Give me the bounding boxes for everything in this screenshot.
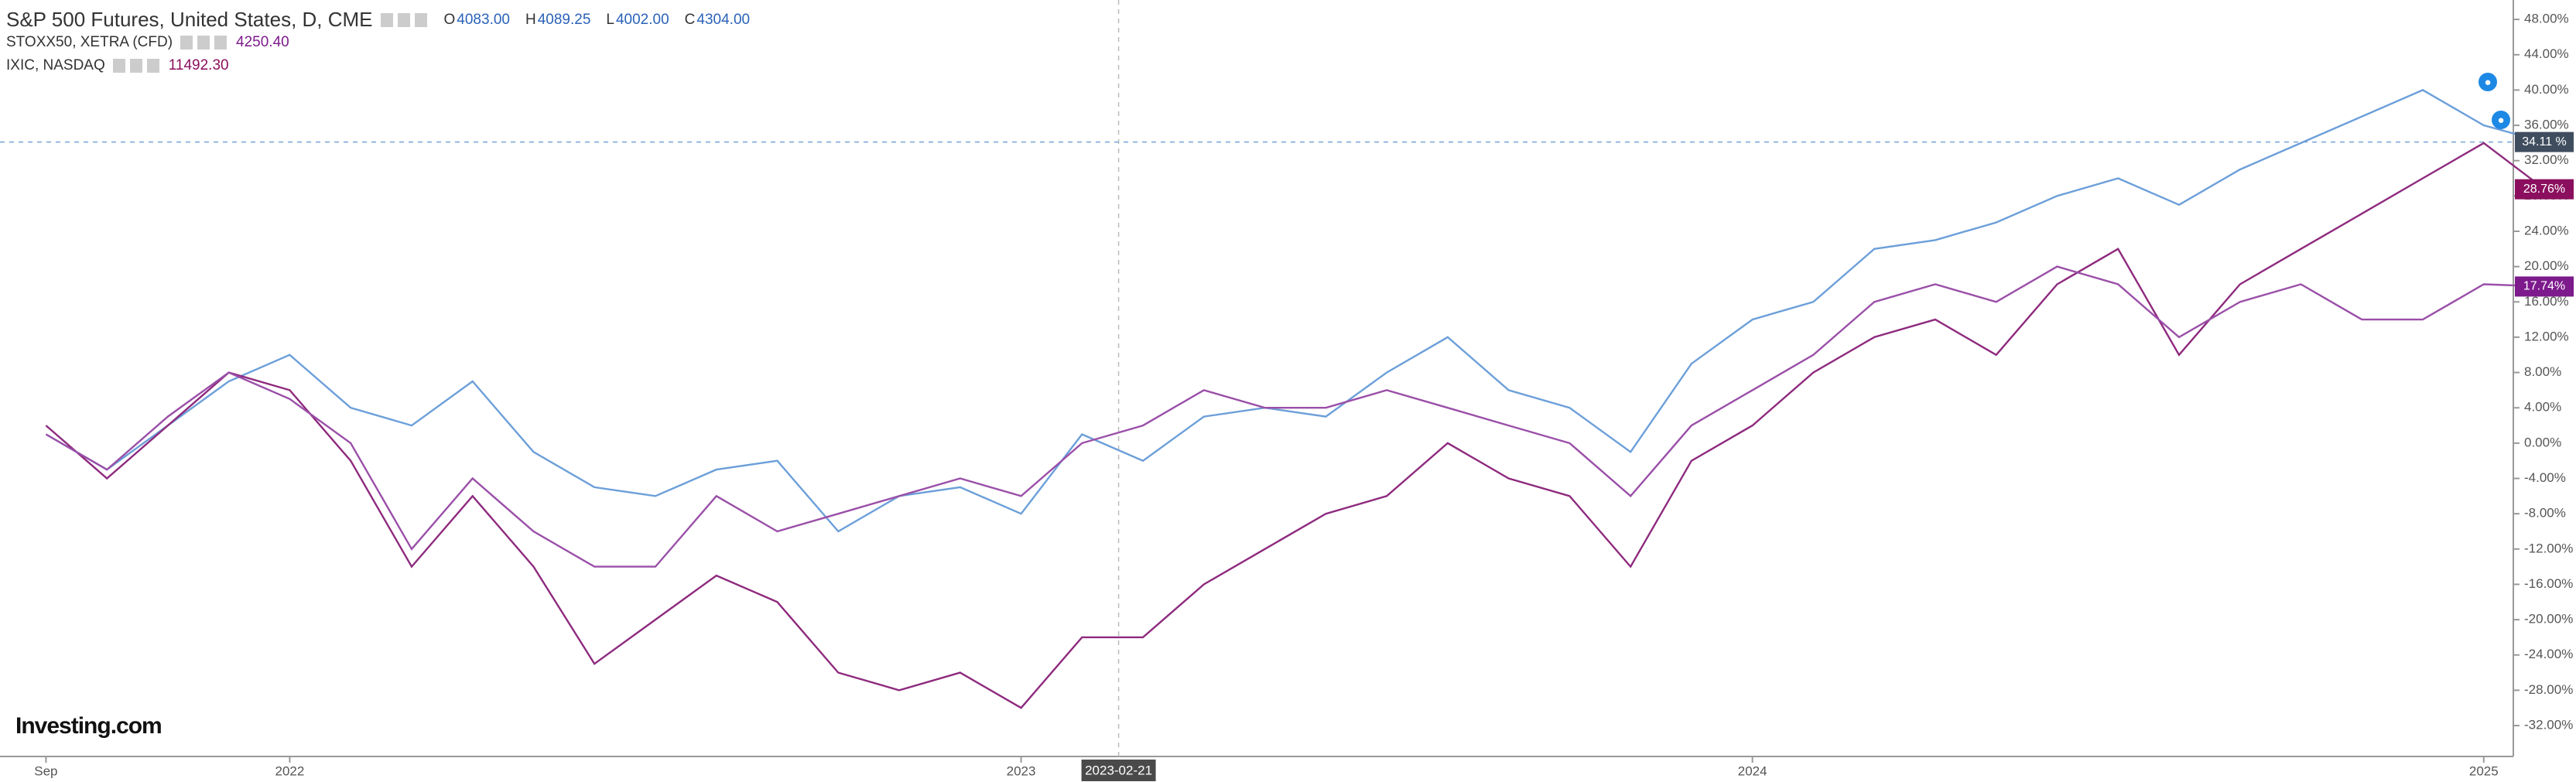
y-tick-label: 40.00%	[2524, 82, 2569, 97]
legend-field: L	[606, 11, 614, 28]
legend-row: STOXX50, XETRA (CFD) 4250.40	[6, 34, 289, 51]
legend-row: IXIC, NASDAQ 11492.30	[6, 57, 229, 74]
series-line	[45, 89, 2545, 533]
event-marker	[2479, 73, 2497, 91]
legend-field: O	[443, 11, 456, 28]
legend-row: S&P 500 Futures, United States, D, CME O 4…	[6, 8, 750, 32]
legend-icons[interactable]	[112, 59, 161, 73]
legend-field: 4304.00	[696, 11, 751, 28]
y-tick-label: -4.00%	[2524, 470, 2566, 485]
y-tick-label: -8.00%	[2524, 506, 2566, 521]
y-tick-label: 44.00%	[2524, 46, 2569, 61]
event-marker	[2492, 111, 2510, 129]
y-tick-label: -32.00%	[2524, 718, 2573, 732]
crosshair-date-box	[1081, 760, 1156, 781]
y-tick-label: 36.00%	[2524, 118, 2569, 132]
legend-field: H	[525, 11, 536, 28]
y-tick-label: 0.00%	[2524, 435, 2561, 449]
y-tick-label: -16.00%	[2524, 576, 2573, 591]
logo: Investing.com	[15, 713, 162, 739]
legend-title: S&P 500 Futures, United States, D, CME	[6, 8, 373, 31]
x-tick-label: 2023	[1007, 763, 1036, 778]
crosshair-date: 2023-02-21	[1085, 763, 1152, 777]
legend-field: 4083.00	[457, 11, 510, 28]
series-line	[45, 265, 2545, 568]
y-tick-label: -24.00%	[2524, 647, 2573, 661]
y-tick-label: 48.00%	[2524, 12, 2569, 26]
y-tick-label: 16.00%	[2524, 294, 2569, 309]
y-tick-label: -20.00%	[2524, 612, 2573, 627]
y-tick-label: 24.00%	[2524, 223, 2569, 237]
legend-field: 4002.00	[615, 11, 669, 28]
legend-field: 4250.40	[236, 34, 289, 50]
series-line	[45, 142, 2546, 709]
last-value-tag	[2515, 131, 2574, 152]
last-value-label: 17.74%	[2523, 280, 2565, 293]
event-marker-icon: ●	[2484, 76, 2491, 89]
legend-icons[interactable]	[380, 12, 429, 27]
y-tick-label: 8.00%	[2524, 364, 2561, 379]
x-tick-label: 2022	[275, 763, 305, 778]
x-tick-label: 2024	[1738, 763, 1767, 778]
y-tick-label: -12.00%	[2524, 541, 2573, 555]
y-tick-label: 32.00%	[2524, 152, 2569, 167]
legend-field: C	[684, 11, 696, 28]
legend-icons[interactable]	[180, 36, 229, 50]
last-value-tag	[2515, 276, 2574, 297]
x-tick-label: Sep	[34, 763, 57, 778]
legend-field: 4089.25	[537, 11, 591, 28]
legend-field: 11492.30	[168, 57, 229, 73]
legend-field: STOXX50, XETRA (CFD)	[6, 34, 173, 50]
event-marker-icon: ●	[2497, 114, 2504, 127]
last-value-label: 34.11 %	[2522, 135, 2567, 149]
last-value-tag	[2515, 179, 2574, 200]
y-tick-label: 20.00%	[2524, 258, 2569, 273]
y-tick-label: -28.00%	[2524, 682, 2573, 697]
legend-field: IXIC, NASDAQ	[6, 57, 105, 73]
y-tick-label: 4.00%	[2524, 400, 2561, 415]
y-tick-label: 12.00%	[2524, 329, 2569, 343]
x-tick-label: 2025	[2469, 763, 2499, 778]
last-value-label: 28.76%	[2523, 183, 2565, 196]
